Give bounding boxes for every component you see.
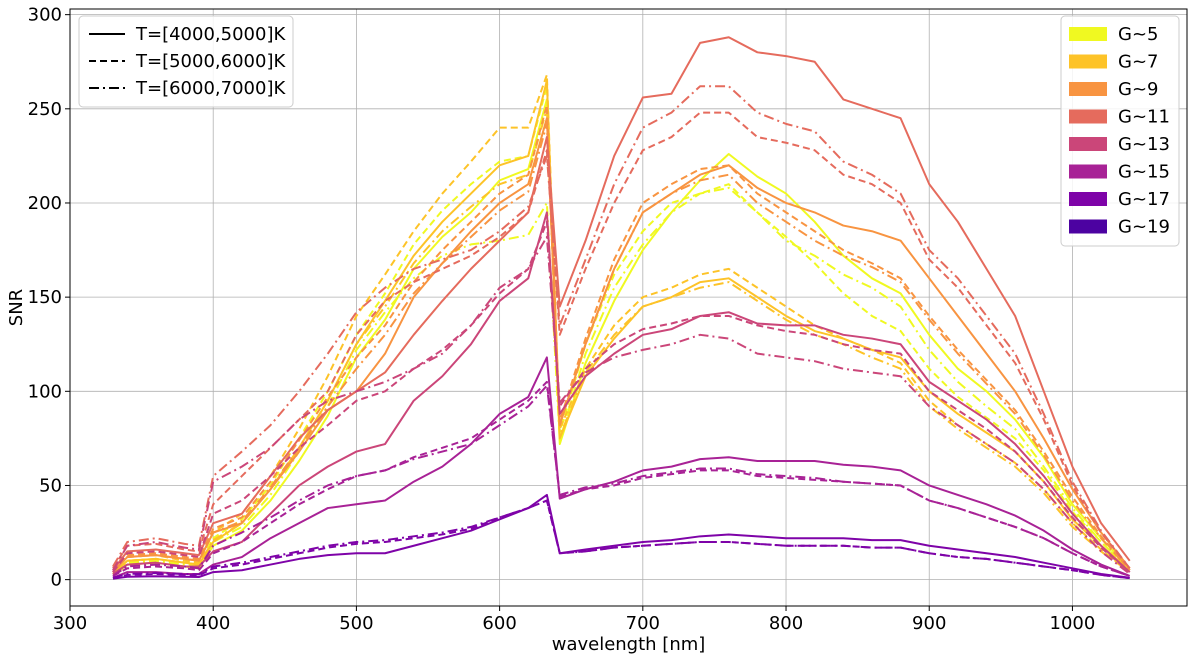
- x-tick-label: 1000: [1050, 613, 1096, 634]
- x-tick-label: 900: [912, 613, 946, 634]
- x-tick-label: 600: [482, 613, 516, 634]
- color-legend-label: G~13: [1118, 134, 1170, 155]
- series-line-G13-dashed: [112, 220, 1131, 573]
- y-tick-label: 0: [51, 570, 62, 591]
- color-legend-label: G~11: [1118, 107, 1170, 128]
- plot-frame: [69, 8, 1188, 607]
- color-legend-swatch: [1069, 109, 1107, 124]
- x-axis-title: wavelength [nm]: [552, 634, 706, 655]
- color-legend-label: G~17: [1118, 189, 1170, 210]
- style-legend-box: [78, 15, 294, 108]
- y-tick-label: 150: [28, 287, 62, 308]
- color-legend: G~5 G~7 G~9 G~11 G~13 G~15 G~17 G~19: [1060, 15, 1180, 247]
- series-line-G17-solid: [112, 493, 1130, 580]
- color-legend-swatch: [1069, 54, 1107, 69]
- x-tick-label: 700: [626, 613, 660, 634]
- y-tick-label: 50: [39, 475, 62, 496]
- x-tick-label: 300: [53, 613, 87, 634]
- series-line-G15-dashed: [112, 380, 1131, 577]
- series-line-G13-solid: [112, 211, 1131, 575]
- x-axis: 300 400 500 600 700 800 900 1000: [53, 606, 1096, 634]
- series-line-G17-dashdot: [112, 499, 1130, 580]
- series-layer: [112, 36, 1131, 580]
- style-legend-label: T=[4000,5000]K: [135, 24, 286, 45]
- y-tick-label: 300: [28, 5, 62, 26]
- color-legend-label: G~5: [1118, 24, 1158, 45]
- series-line-G5-dashdot: [112, 186, 1131, 575]
- color-legend-label: G~9: [1118, 79, 1158, 100]
- x-tick-label: 500: [339, 613, 373, 634]
- color-legend-swatch: [1069, 192, 1107, 206]
- color-legend-swatch: [1069, 219, 1107, 234]
- series-line-G9-dashed: [112, 104, 1131, 573]
- series-line-G11-dashed: [112, 111, 1131, 569]
- y-tick-label: 200: [28, 193, 62, 214]
- series-line-G5-dashed: [112, 85, 1131, 575]
- y-axis-title: SNR: [6, 289, 27, 326]
- color-legend-swatch: [1069, 27, 1107, 41]
- color-legend-label: G~15: [1118, 162, 1170, 183]
- series-line-G15-dashdot: [112, 384, 1131, 577]
- y-tick-label: 250: [28, 99, 62, 120]
- color-legend-label: G~7: [1118, 52, 1158, 73]
- series-line-G9-solid: [112, 117, 1131, 573]
- color-legend-swatch: [1069, 82, 1107, 96]
- series-line-G5-solid: [112, 98, 1131, 577]
- color-legend-swatch: [1069, 164, 1107, 179]
- style-legend-label: T=[5000,6000]K: [135, 51, 286, 72]
- color-legend-label: G~19: [1118, 217, 1170, 238]
- y-tick-label: 100: [28, 381, 62, 402]
- color-legend-swatch: [1069, 137, 1107, 151]
- x-tick-label: 800: [769, 613, 803, 634]
- series-line-G11-solid: [112, 36, 1131, 571]
- style-legend: T=[4000,5000]K T=[5000,6000]K T=[6000,7000…: [78, 15, 294, 108]
- x-tick-label: 400: [196, 613, 230, 634]
- y-axis: 0 50 100 150 200 250 300: [28, 5, 70, 591]
- series-line-G13-dashdot: [112, 235, 1131, 575]
- color-legend-box: [1060, 15, 1180, 247]
- style-legend-label: T=[6000,7000]K: [135, 78, 286, 99]
- series-line-G11-dashdot: [112, 85, 1131, 569]
